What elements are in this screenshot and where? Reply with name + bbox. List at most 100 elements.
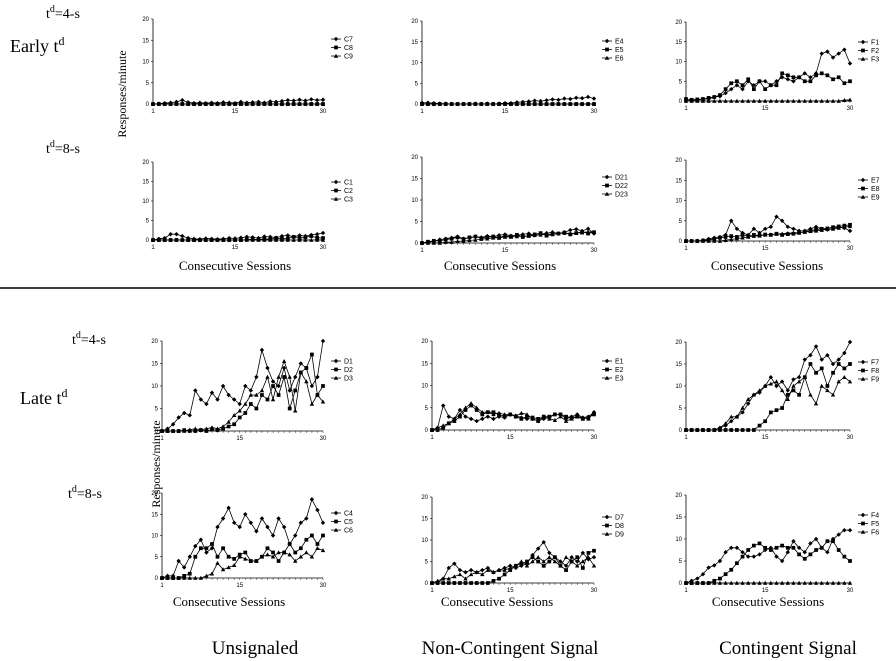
series-D9 xyxy=(429,555,597,585)
data-point xyxy=(463,576,468,581)
data-point xyxy=(535,546,541,551)
data-point xyxy=(723,90,728,96)
y-tick-label: 20 xyxy=(675,340,682,346)
series-line-E4 xyxy=(422,96,595,105)
data-point xyxy=(780,406,785,410)
data-point xyxy=(729,545,734,550)
data-point xyxy=(791,383,796,388)
data-point xyxy=(847,339,853,345)
legend-marker-F2 xyxy=(861,48,865,53)
data-point xyxy=(580,559,586,564)
data-point xyxy=(791,580,796,585)
series-F8 xyxy=(684,362,852,432)
data-point xyxy=(825,49,830,54)
data-point xyxy=(734,98,740,103)
data-point xyxy=(243,411,248,415)
data-point xyxy=(740,550,745,555)
data-point xyxy=(712,98,717,103)
data-point xyxy=(526,233,531,238)
data-point xyxy=(474,405,479,410)
y-tick-label: 10 xyxy=(411,61,418,67)
data-point xyxy=(735,428,739,432)
column-title-unsignaled: Unsignaled xyxy=(212,638,299,659)
data-point xyxy=(768,232,774,237)
legend-label-C2: C2 xyxy=(344,188,353,195)
data-point xyxy=(165,426,170,431)
data-point xyxy=(746,554,751,559)
data-point xyxy=(729,567,734,572)
data-point xyxy=(591,563,597,568)
data-point xyxy=(847,528,853,533)
y-tick-label: 5 xyxy=(415,81,419,87)
data-point xyxy=(513,413,518,418)
data-point xyxy=(785,397,790,401)
data-point xyxy=(443,239,448,244)
data-point xyxy=(842,225,847,229)
data-point xyxy=(791,75,796,80)
x-tick-label: 1 xyxy=(430,435,434,441)
data-point xyxy=(808,362,813,366)
data-point xyxy=(304,379,309,384)
data-point xyxy=(525,559,529,564)
legend-label-D7: D7 xyxy=(615,515,624,522)
data-point xyxy=(779,580,785,585)
data-point xyxy=(250,237,255,242)
y-tick-label: 0 xyxy=(415,102,419,108)
data-point xyxy=(254,374,259,380)
data-point xyxy=(187,427,192,432)
data-point xyxy=(276,393,281,397)
data-point xyxy=(706,238,711,243)
legend-marker-E4 xyxy=(604,38,610,44)
data-point xyxy=(419,101,425,106)
legend-marker-C7 xyxy=(333,36,339,42)
data-point xyxy=(525,414,529,419)
data-point xyxy=(768,545,774,550)
data-point xyxy=(538,101,543,106)
data-point xyxy=(785,392,790,397)
data-point xyxy=(490,235,496,240)
y-tick-label: 15 xyxy=(421,517,428,523)
data-point xyxy=(237,415,242,420)
data-point xyxy=(298,520,303,525)
data-point xyxy=(485,414,491,419)
data-point xyxy=(265,546,270,551)
data-point xyxy=(718,576,722,581)
data-point xyxy=(541,414,546,419)
column-title-non-contingent: Non-Contingent Signal xyxy=(422,638,599,659)
data-point xyxy=(847,228,853,234)
legend-marker-D3 xyxy=(333,375,339,380)
data-point xyxy=(524,412,530,417)
data-point xyxy=(768,83,773,88)
x-tick-label: 30 xyxy=(320,109,327,115)
data-point xyxy=(569,555,574,560)
data-point xyxy=(544,98,549,103)
data-point xyxy=(248,402,253,406)
data-point xyxy=(491,578,496,583)
data-point xyxy=(532,98,537,103)
data-point xyxy=(508,565,513,570)
data-point xyxy=(437,101,442,106)
data-point xyxy=(425,240,431,245)
data-point xyxy=(440,576,446,581)
legend-label-C7: C7 xyxy=(344,37,353,44)
data-point xyxy=(796,580,802,585)
data-point xyxy=(443,237,448,242)
data-point xyxy=(825,580,830,585)
data-point xyxy=(461,239,466,244)
data-point xyxy=(763,419,768,424)
y-tick-label: 10 xyxy=(421,384,428,390)
data-point xyxy=(185,237,191,242)
data-point xyxy=(310,352,314,357)
data-point xyxy=(819,545,824,550)
data-point xyxy=(740,235,745,240)
data-point xyxy=(176,415,181,420)
legend-marker-D9 xyxy=(604,531,610,536)
data-point xyxy=(270,554,276,559)
data-point xyxy=(479,236,484,241)
data-point xyxy=(526,101,531,106)
